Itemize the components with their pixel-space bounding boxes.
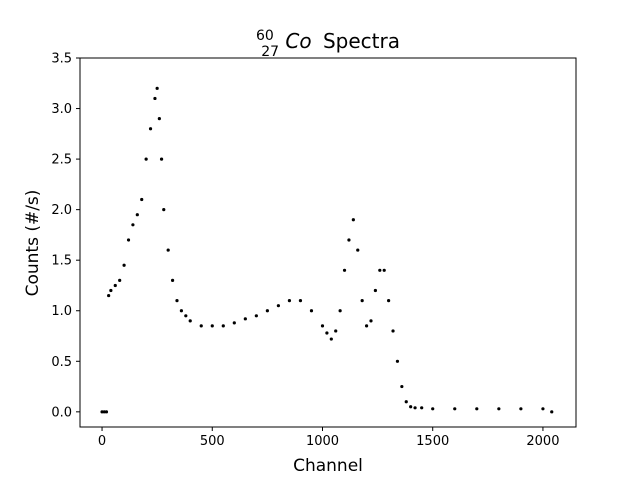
data-point	[126, 238, 131, 242]
data-point	[369, 319, 373, 323]
data-point	[391, 329, 395, 333]
data-point	[179, 309, 184, 313]
data-point	[140, 197, 144, 202]
y-tick-label: 2.5	[51, 153, 72, 168]
data-point	[298, 299, 303, 303]
y-tick-label: 0.5	[51, 355, 72, 370]
data-point	[395, 359, 400, 363]
data-point	[342, 268, 347, 272]
data-point	[155, 86, 159, 90]
y-tick-label: 0.0	[51, 405, 72, 420]
data-point	[309, 309, 314, 313]
data-point	[360, 299, 364, 303]
data-point	[409, 405, 413, 409]
data-point	[109, 288, 113, 293]
title-mass-number: 60	[256, 28, 274, 44]
data-point	[378, 268, 382, 272]
data-point	[113, 283, 117, 288]
x-tick-label: 500	[200, 434, 225, 449]
y-tick-label: 2.0	[51, 203, 72, 218]
data-point	[157, 117, 161, 121]
x-tick-label: 2000	[526, 434, 559, 449]
data-point	[550, 410, 554, 414]
y-tick-label: 1.0	[51, 304, 72, 319]
data-point	[347, 238, 351, 242]
data-point	[382, 268, 386, 272]
data-point	[221, 324, 225, 328]
data-point	[351, 218, 355, 222]
data-points	[100, 86, 554, 414]
data-point	[166, 248, 170, 252]
data-point	[364, 324, 369, 328]
data-point	[541, 407, 545, 411]
data-point	[431, 407, 435, 411]
data-point	[356, 248, 360, 252]
data-point	[519, 407, 523, 411]
x-axis-label: Channel	[293, 456, 363, 476]
data-point	[276, 304, 280, 308]
data-point	[325, 331, 329, 335]
data-point	[413, 406, 417, 410]
data-point	[153, 96, 157, 101]
data-point	[232, 321, 236, 325]
data-point	[131, 223, 135, 227]
data-point	[265, 309, 269, 313]
data-point	[100, 410, 104, 414]
title-atomic-number: 27	[261, 44, 279, 60]
data-point	[243, 317, 247, 321]
data-point	[320, 324, 325, 328]
data-point	[497, 407, 501, 411]
title-text: Spectra	[323, 29, 400, 53]
data-point	[404, 400, 408, 404]
axis-ticks: 0 500 1000 1500 2000 0.0 0.5 1.0 1.5 2.0 2.5 3.0 3.5	[51, 52, 559, 450]
data-point	[287, 299, 292, 303]
x-tick-label: 1500	[416, 434, 449, 449]
data-point	[338, 309, 342, 313]
data-point	[102, 410, 106, 414]
data-point	[334, 329, 338, 333]
y-axis-label: Counts (#/s)	[23, 190, 43, 297]
title-element-symbol: Co	[285, 29, 311, 53]
y-tick-label: 3.5	[51, 52, 72, 67]
x-tick-label: 1000	[306, 434, 339, 449]
data-point	[199, 324, 203, 328]
data-point	[144, 157, 148, 161]
data-point	[148, 127, 153, 131]
data-point	[107, 293, 111, 298]
y-tick-label: 1.5	[51, 254, 72, 269]
data-point	[400, 384, 404, 389]
plot-area-frame	[79, 57, 577, 428]
x-tick-label: 0	[98, 434, 106, 449]
data-point	[420, 406, 424, 410]
data-point	[170, 278, 175, 283]
data-point	[188, 319, 192, 323]
data-point	[329, 337, 333, 341]
data-point	[175, 299, 179, 303]
y-tick-label: 3.0	[51, 102, 72, 117]
data-point	[118, 278, 122, 283]
chart-title: 60 27 Co Spectra	[256, 21, 400, 61]
data-point	[373, 288, 377, 293]
data-point	[387, 299, 391, 303]
data-point	[254, 314, 258, 318]
data-point	[184, 314, 188, 318]
data-point	[159, 157, 164, 161]
data-point	[475, 407, 479, 411]
data-point	[135, 213, 139, 217]
data-point	[210, 324, 214, 328]
data-point	[122, 263, 126, 267]
data-point	[453, 407, 457, 411]
data-point	[162, 208, 166, 212]
data-point	[104, 410, 109, 414]
